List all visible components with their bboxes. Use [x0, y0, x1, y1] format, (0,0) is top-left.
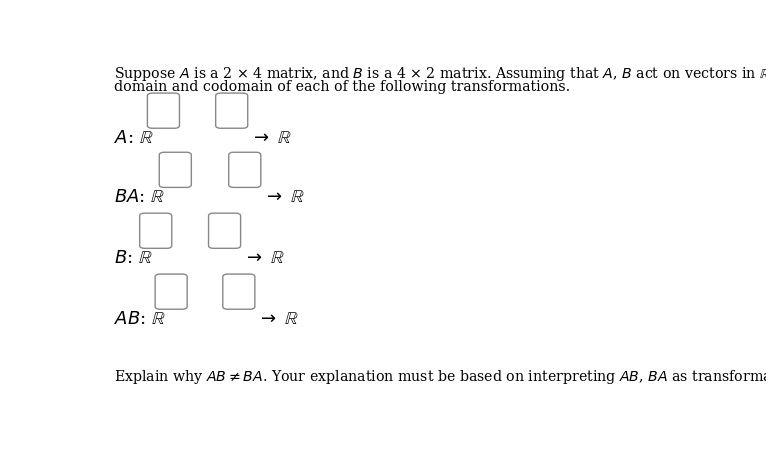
FancyBboxPatch shape [223, 275, 255, 309]
Text: $BA$: $\mathbb{R}$: $BA$: $\mathbb{R}$ [113, 188, 165, 206]
Text: $\rightarrow$ $\mathbb{R}$: $\rightarrow$ $\mathbb{R}$ [243, 249, 285, 266]
Text: $A$: $\mathbb{R}$: $A$: $\mathbb{R}$ [113, 129, 153, 147]
Text: Suppose $A$ is a 2 $\times$ 4 matrix, and $B$ is a 4 $\times$ 2 matrix. Assuming: Suppose $A$ is a 2 $\times$ 4 matrix, an… [113, 66, 766, 85]
FancyBboxPatch shape [229, 153, 260, 188]
Text: Explain why $AB \neq BA$. Your explanation must be based on interpreting $AB$, $: Explain why $AB \neq BA$. Your explanati… [113, 366, 766, 385]
Text: $AB$: $\mathbb{R}$: $AB$: $\mathbb{R}$ [113, 309, 165, 327]
FancyBboxPatch shape [216, 94, 247, 129]
Text: domain and codomain of each of the following transformations.: domain and codomain of each of the follo… [113, 80, 570, 94]
FancyBboxPatch shape [139, 214, 172, 249]
Text: $\rightarrow$ $\mathbb{R}$: $\rightarrow$ $\mathbb{R}$ [257, 309, 300, 327]
FancyBboxPatch shape [159, 153, 192, 188]
FancyBboxPatch shape [147, 94, 179, 129]
Text: $B$: $\mathbb{R}$: $B$: $\mathbb{R}$ [113, 249, 152, 266]
FancyBboxPatch shape [208, 214, 241, 249]
Text: $\rightarrow$ $\mathbb{R}$: $\rightarrow$ $\mathbb{R}$ [250, 129, 293, 147]
Text: $\rightarrow$ $\mathbb{R}$: $\rightarrow$ $\mathbb{R}$ [264, 188, 306, 206]
FancyBboxPatch shape [155, 275, 187, 309]
